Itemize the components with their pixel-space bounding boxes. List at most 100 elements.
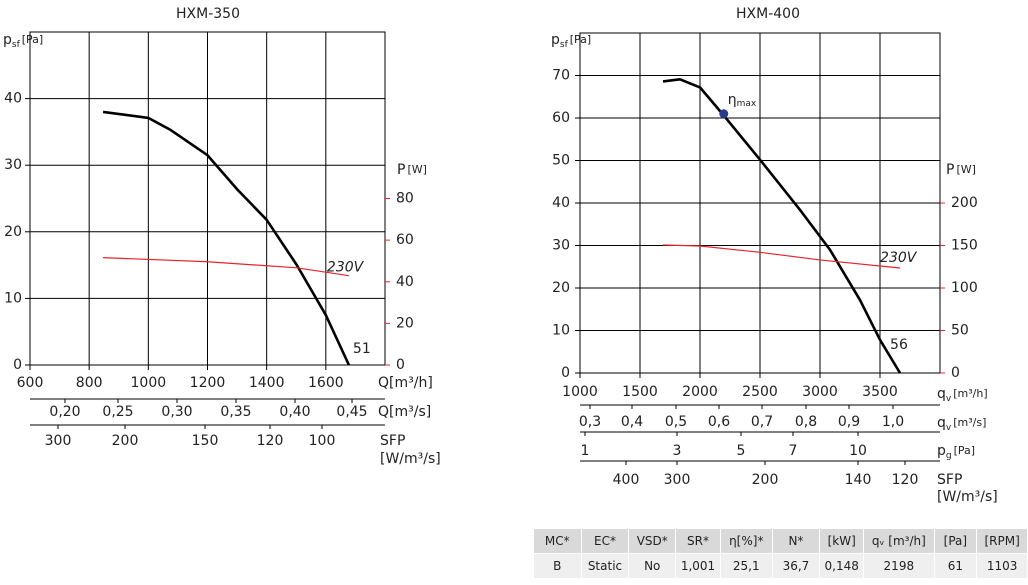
- y-tick-label: 20: [552, 280, 570, 296]
- scale-tick-label: 0,4: [621, 414, 643, 430]
- y2-tick-label: 40: [396, 274, 414, 290]
- scale-tick-label: 140: [845, 472, 872, 488]
- y2-axis-label-symbol: P: [397, 162, 405, 178]
- scale-tick-label: 0,3: [579, 414, 601, 430]
- table-row: B Static No 1,001 25,1 36,7 0,148 2198 61 1103: [533, 553, 1028, 579]
- y2-axis-label: P [W]: [397, 162, 427, 178]
- y2-axis-label-symbol: P: [946, 162, 954, 178]
- table-cell: No: [628, 553, 677, 579]
- x-tick-label: 1000: [562, 384, 598, 400]
- pressure-curve: [102, 110, 351, 366]
- x-axis-label: qv [m³/h]: [937, 386, 988, 404]
- y2-tick-label: 200: [951, 195, 978, 211]
- table-cell: 0,148: [819, 553, 865, 579]
- y2-tick-label: 60: [396, 232, 414, 248]
- scale-tick-label: 0,20: [49, 404, 80, 420]
- y-tick-label: 50: [552, 153, 570, 169]
- scale-label: qv [m³/s]: [937, 415, 986, 433]
- scale-label: pg [Pa]: [937, 443, 975, 461]
- scale-tick-label: 120: [257, 433, 284, 449]
- scale-tick-label: 300: [45, 433, 72, 449]
- x-tick-label: 3000: [802, 384, 838, 400]
- chart-title: HXM-400: [736, 6, 800, 22]
- table-cell: SR*: [675, 528, 721, 554]
- x-tick-label: 600: [17, 375, 44, 391]
- y2-axis-label-unit: [W]: [407, 163, 426, 176]
- y2-tick-label: 0: [951, 365, 960, 381]
- x-axis-label: Q[m³/h]: [378, 375, 433, 391]
- y2-axis-label-unit: [W]: [956, 163, 975, 176]
- scale-tick-label: 400: [613, 472, 640, 488]
- pressure-curve: [662, 78, 902, 374]
- scale-label: SFP: [380, 433, 405, 449]
- scale-unit: [W/m³/s]: [937, 489, 998, 505]
- scale-label: Q[m³/s]: [378, 404, 431, 420]
- scale-tick-label: 10: [849, 443, 867, 459]
- scale-tick-label: 0,35: [220, 404, 251, 420]
- table-row: MC* EC* VSD* SR* η[%]* N* [kW] qᵥ [m³/h] [Pa] [RP…: [533, 528, 1028, 554]
- x-tick-label: 1600: [308, 375, 344, 391]
- scale-tick-label: 5: [737, 443, 746, 459]
- scale-tick-label: 0,45: [336, 404, 367, 420]
- x-tick-label: 1500: [622, 384, 658, 400]
- scale-tick-label: 1,0: [882, 414, 904, 430]
- table-cell: 25,1: [719, 553, 773, 579]
- eta-symbol: η: [728, 92, 737, 108]
- scale-tick-label: 0,30: [161, 404, 192, 420]
- scale-label-unit: [Pa]: [954, 444, 975, 457]
- y-tick-label: 30: [552, 238, 570, 254]
- table-cell: 2198: [863, 553, 935, 579]
- table-cell: [kW]: [819, 528, 865, 554]
- scale-tick-label: 7: [789, 443, 798, 459]
- y-axis-label: psf[Pa]: [3, 32, 43, 50]
- y-axis-label: psf[Pa]: [551, 32, 591, 50]
- scale-tick-label: 0,7: [751, 414, 773, 430]
- scale-tick-label: 0,40: [279, 404, 310, 420]
- table-cell: Static: [580, 553, 630, 579]
- curve-label: 230V: [880, 250, 918, 266]
- chart-title: HXM-350: [176, 6, 240, 22]
- y-tick-label: 10: [4, 290, 22, 306]
- x-tick-label: 3500: [862, 384, 898, 400]
- scale-tick-label: 200: [752, 472, 779, 488]
- scale-label-symbol: q: [937, 415, 946, 431]
- y-axis-label-sub: sf: [560, 40, 569, 50]
- y-tick-label: 40: [4, 91, 22, 107]
- x-axis-label-sub: v: [946, 394, 952, 404]
- table-cell: MC*: [533, 528, 582, 554]
- scale-tick-label: 1: [581, 443, 590, 459]
- x-axis-label-symbol: q: [937, 386, 946, 402]
- y2-tick-label: 80: [396, 191, 414, 207]
- scale-tick-label: 300: [664, 472, 691, 488]
- y2-axis-label: P [W]: [946, 162, 976, 178]
- x-tick-label: 1400: [249, 375, 285, 391]
- scale-tick-label: 120: [892, 472, 919, 488]
- y2-tick-label: 20: [396, 315, 414, 331]
- y-axis-label-symbol: p: [551, 32, 560, 48]
- power-curve: [103, 257, 349, 277]
- scale-tick-label: 0,25: [102, 404, 133, 420]
- y2-tick-label: 0: [396, 357, 405, 373]
- power-curve: [663, 244, 901, 269]
- scale-tick-label: 200: [112, 433, 139, 449]
- eta-max-label: ηmax: [728, 92, 757, 109]
- y-axis-label-sub: sf: [12, 40, 21, 50]
- table-cell: 36,7: [771, 553, 821, 579]
- scale-label-sub: v: [946, 423, 952, 433]
- y-tick-label: 10: [552, 323, 570, 339]
- table-cell: 1,001: [675, 553, 721, 579]
- scale-tick-label: 3: [673, 443, 682, 459]
- y-tick-label: 0: [13, 357, 22, 373]
- scale-tick-label: 150: [192, 433, 219, 449]
- scale-unit: [W/m³/s]: [380, 451, 441, 467]
- curve-label: 51: [353, 341, 371, 357]
- scale-label-unit: [m³/s]: [953, 416, 986, 429]
- x-tick-label: 1000: [131, 375, 167, 391]
- table-cell: qᵥ [m³/h]: [863, 528, 935, 554]
- eta-max-point: [719, 109, 729, 119]
- scale-tick-label: 0,6: [708, 414, 730, 430]
- table-cell: [RPM]: [976, 528, 1028, 554]
- scale-tick-label: 0,5: [665, 414, 687, 430]
